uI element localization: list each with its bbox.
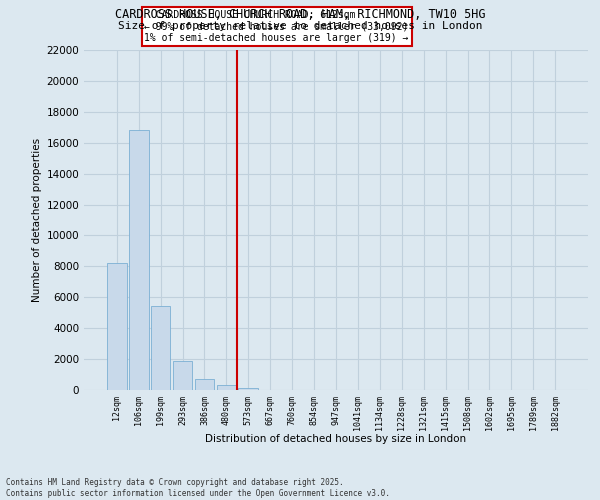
- Bar: [194, 379, 214, 390]
- Bar: [173, 360, 193, 390]
- Bar: [107, 264, 127, 390]
- X-axis label: Distribution of detached houses by size in London: Distribution of detached houses by size …: [205, 434, 467, 444]
- Text: Size of property relative to detached houses in London: Size of property relative to detached ho…: [118, 21, 482, 31]
- Bar: [129, 130, 149, 390]
- Bar: [151, 306, 170, 390]
- Bar: [238, 388, 258, 390]
- Text: CARDROSS HOUSE, CHURCH ROAD, HAM, RICHMOND, TW10 5HG: CARDROSS HOUSE, CHURCH ROAD, HAM, RICHMO…: [115, 8, 485, 20]
- Text: Contains HM Land Registry data © Crown copyright and database right 2025.
Contai: Contains HM Land Registry data © Crown c…: [6, 478, 390, 498]
- Bar: [217, 386, 236, 390]
- Y-axis label: Number of detached properties: Number of detached properties: [32, 138, 42, 302]
- Text: CARDROSS HOUSE CHURCH ROAD: 612sqm
← 99% of detached houses are smaller (33,092): CARDROSS HOUSE CHURCH ROAD: 612sqm ← 99%…: [145, 10, 409, 43]
